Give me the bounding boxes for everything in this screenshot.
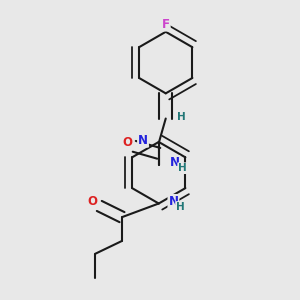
Text: H: H — [178, 163, 187, 173]
Text: H: H — [176, 202, 185, 212]
Text: O: O — [122, 136, 132, 148]
Text: H: H — [177, 112, 186, 122]
Text: O: O — [87, 195, 97, 208]
Text: N: N — [169, 156, 179, 169]
Text: N: N — [168, 195, 178, 208]
Text: F: F — [162, 18, 170, 31]
Text: N: N — [138, 134, 148, 147]
